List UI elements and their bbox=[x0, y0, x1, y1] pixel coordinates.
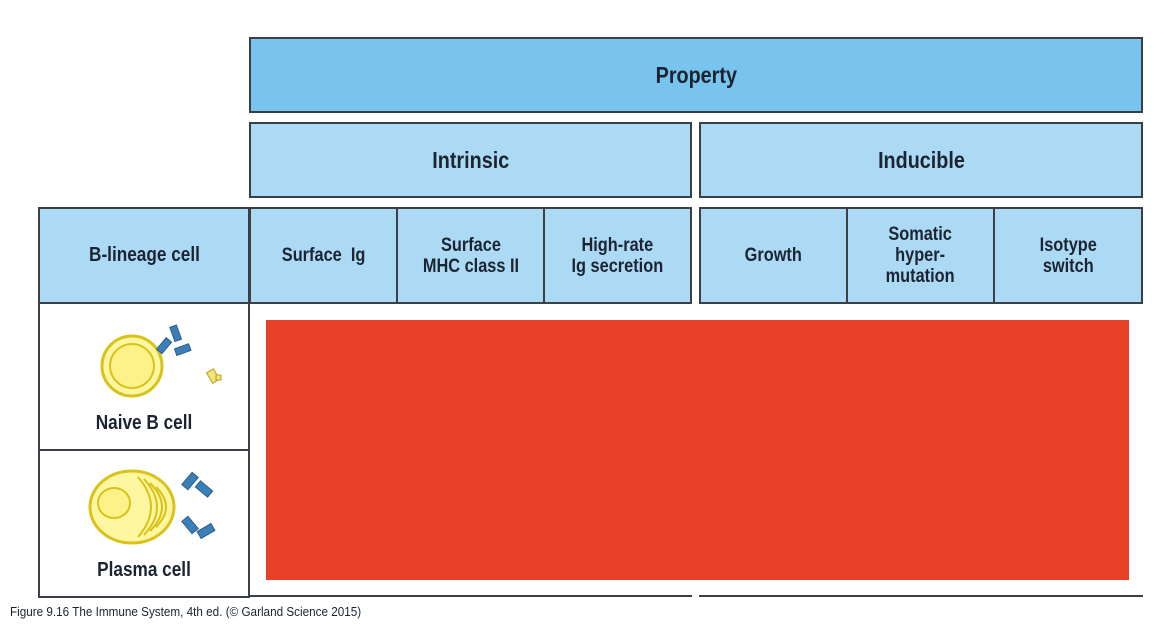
bottom-rule-inducible bbox=[699, 595, 1143, 597]
inducible-label: Inducible bbox=[877, 146, 965, 173]
col-somatic-label: Somatic hyper- mutation bbox=[886, 224, 955, 287]
col-isotype: Isotype switch bbox=[993, 207, 1143, 304]
intrinsic-label: Intrinsic bbox=[432, 146, 509, 173]
row-plasma-cell-label: Plasma cell bbox=[97, 559, 191, 581]
row-header-cell: B-lineage cell bbox=[38, 207, 250, 304]
col-surface-mhc-label: Surface MHC class II bbox=[422, 234, 519, 277]
row-naive-b-cell: Naive B cell bbox=[38, 302, 250, 451]
intrinsic-header: Intrinsic bbox=[249, 122, 692, 198]
property-label: Property bbox=[655, 61, 737, 88]
col-growth: Growth bbox=[699, 207, 848, 304]
col-isotype-label: Isotype switch bbox=[1039, 234, 1097, 277]
col-surface-ig-label: Surface Ig bbox=[281, 245, 366, 266]
row-plasma-cell: Plasma cell bbox=[38, 449, 250, 598]
col-somatic: Somatic hyper- mutation bbox=[846, 207, 995, 304]
row-naive-b-cell-label: Naive B cell bbox=[95, 412, 193, 434]
col-surface-ig: Surface Ig bbox=[249, 207, 398, 304]
col-growth-label: Growth bbox=[744, 245, 803, 266]
col-surface-mhc: Surface MHC class II bbox=[396, 207, 545, 304]
col-high-rate-label: High-rate Ig secretion bbox=[571, 234, 664, 277]
col-high-rate: High-rate Ig secretion bbox=[543, 207, 692, 304]
figure-caption: Figure 9.16 The Immune System, 4th ed. (… bbox=[10, 604, 362, 619]
naive-b-cell-icon bbox=[100, 324, 222, 398]
redaction-block bbox=[266, 320, 1129, 580]
plasma-cell-icon bbox=[88, 469, 216, 545]
property-header: Property bbox=[249, 37, 1143, 113]
row-header-label: B-lineage cell bbox=[88, 244, 200, 266]
bottom-rule-intrinsic bbox=[249, 595, 692, 597]
inducible-header: Inducible bbox=[699, 122, 1143, 198]
